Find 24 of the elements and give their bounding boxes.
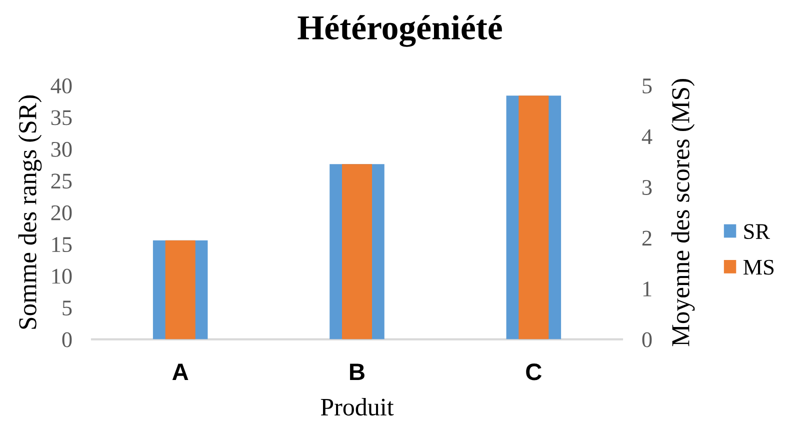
y-tick-label: 0 <box>62 332 72 348</box>
y-tick-label: 15 <box>52 237 72 252</box>
y-tick-label: 30 <box>51 142 72 157</box>
y-tick-label: 40 <box>50 78 72 94</box>
x-axis-title: Produit <box>320 398 394 416</box>
legend-label: SR <box>744 224 770 240</box>
chart-title: Hétérogéniété <box>298 15 502 47</box>
y2-tick-label: 4 <box>642 129 652 144</box>
y2-tick-label: 2 <box>642 230 652 246</box>
y-tick-label: 20 <box>51 205 72 220</box>
x-tick-label: A <box>172 364 188 380</box>
x-tick-label: C <box>526 364 542 380</box>
y2-axis-title: Moyenne des scores (MS) <box>671 79 695 346</box>
y-tick-label: 35 <box>51 110 72 126</box>
y2-tick-label: 3 <box>642 180 652 195</box>
legend-label: MS <box>743 260 774 275</box>
y-tick-label: 5 <box>62 300 72 316</box>
x-tick-label: B <box>350 364 364 380</box>
y2-tick-label: 5 <box>642 78 652 94</box>
y2-tick-label: 1 <box>643 282 652 296</box>
y-axis-title: Somme des rangs (SR) <box>18 95 42 329</box>
y-tick-label: 10 <box>52 268 72 284</box>
y-tick-label: 25 <box>51 174 72 189</box>
y2-tick-label: 0 <box>642 332 652 348</box>
